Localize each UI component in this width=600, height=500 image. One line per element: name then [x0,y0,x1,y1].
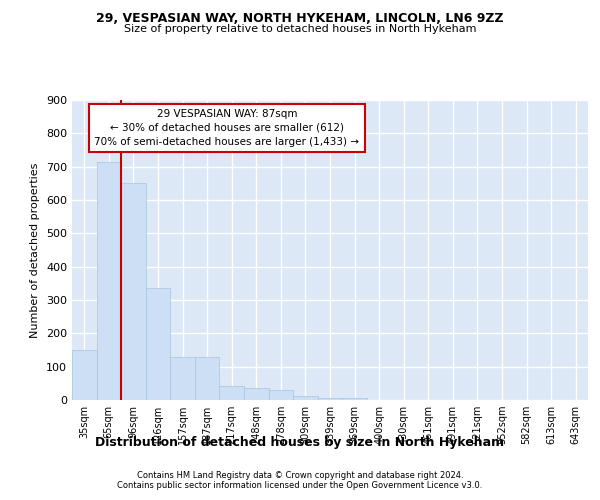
Bar [318,398,342,400]
Text: 29 VESPASIAN WAY: 87sqm
← 30% of detached houses are smaller (612)
70% of semi-d: 29 VESPASIAN WAY: 87sqm ← 30% of detache… [94,109,359,147]
Bar [121,182,146,400]
Bar [195,356,220,400]
Bar [97,162,121,400]
Bar [146,288,170,400]
Bar [342,398,367,400]
Bar [269,390,293,400]
Y-axis label: Number of detached properties: Number of detached properties [31,162,40,338]
Bar [244,388,269,400]
Bar [293,396,318,400]
Text: Distribution of detached houses by size in North Hykeham: Distribution of detached houses by size … [95,436,505,449]
Bar [72,350,97,400]
Text: Contains HM Land Registry data © Crown copyright and database right 2024.: Contains HM Land Registry data © Crown c… [137,470,463,480]
Bar [170,356,195,400]
Text: 29, VESPASIAN WAY, NORTH HYKEHAM, LINCOLN, LN6 9ZZ: 29, VESPASIAN WAY, NORTH HYKEHAM, LINCOL… [96,12,504,26]
Bar [220,386,244,400]
Text: Contains public sector information licensed under the Open Government Licence v3: Contains public sector information licen… [118,480,482,490]
Text: Size of property relative to detached houses in North Hykeham: Size of property relative to detached ho… [124,24,476,34]
